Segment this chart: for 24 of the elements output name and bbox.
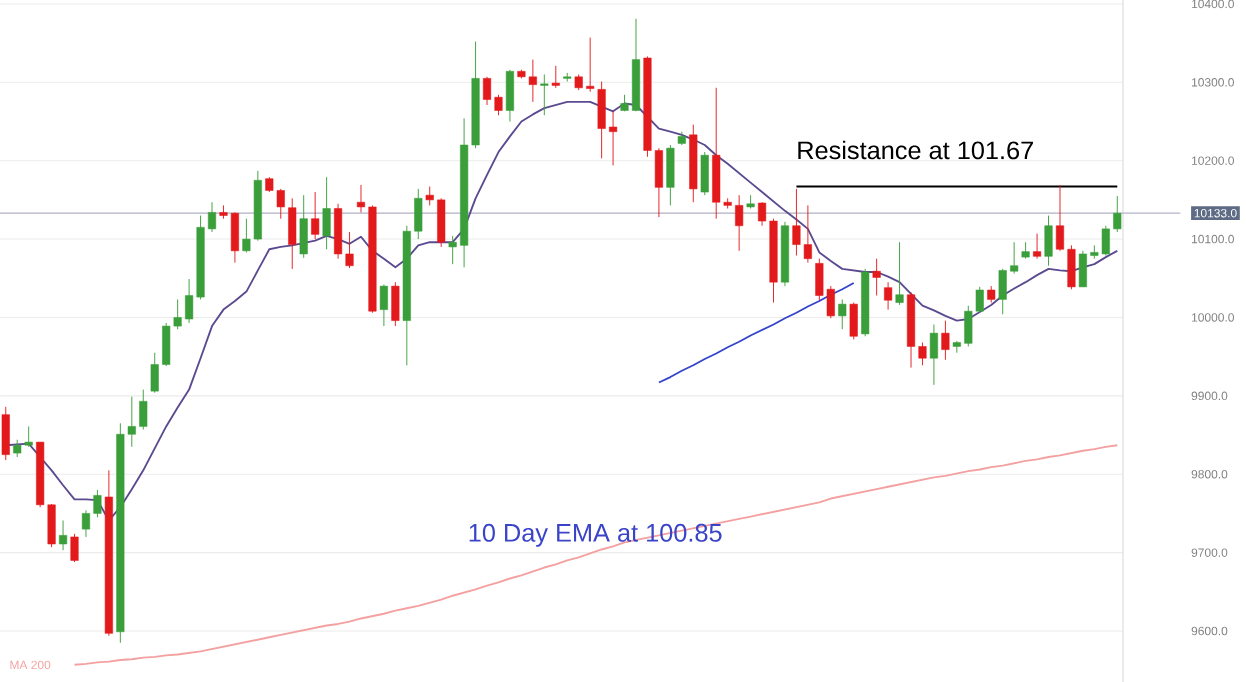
candlestick — [884, 281, 893, 311]
candlestick — [700, 151, 709, 196]
candlestick — [1, 406, 10, 461]
candlestick — [1044, 215, 1053, 267]
candlestick — [838, 298, 847, 330]
candlestick — [299, 194, 308, 259]
candlestick — [505, 69, 514, 122]
candlestick — [70, 533, 79, 563]
annotation: 10 Day EMA at 100.85 — [469, 523, 722, 547]
candlestick — [1033, 233, 1042, 260]
candlestick — [540, 73, 549, 116]
candlestick — [391, 281, 400, 327]
candlestick — [322, 176, 331, 250]
candlestick — [311, 191, 320, 240]
annotation: Resistance at 101.67 — [798, 140, 1033, 160]
candlestick — [849, 302, 858, 340]
candlestick — [551, 65, 560, 89]
candlestick — [58, 520, 68, 551]
candlestick — [666, 144, 675, 206]
candlestick — [929, 324, 938, 386]
candlestick — [872, 258, 881, 296]
candlestick — [895, 241, 904, 306]
candlestick — [941, 320, 950, 361]
candlestick — [379, 284, 388, 327]
